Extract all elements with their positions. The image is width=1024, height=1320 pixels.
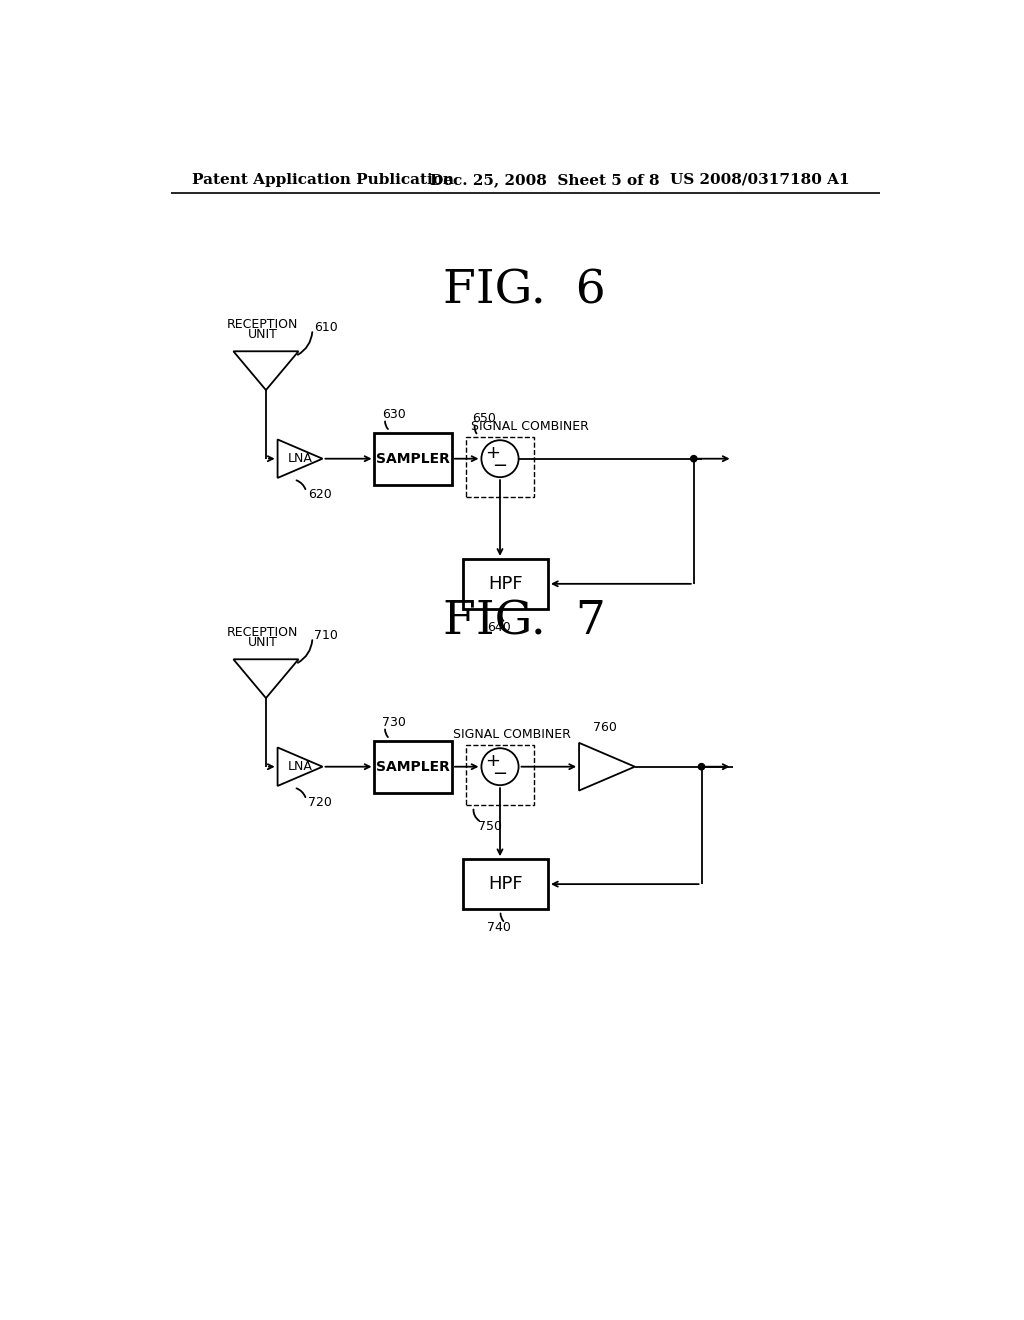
Polygon shape (233, 351, 299, 391)
Text: 750: 750 (478, 820, 503, 833)
Circle shape (690, 455, 697, 462)
Circle shape (481, 748, 518, 785)
Text: RECEPTION: RECEPTION (227, 626, 299, 639)
Text: SAMPLER: SAMPLER (376, 451, 451, 466)
Polygon shape (579, 743, 635, 791)
Text: UNIT: UNIT (248, 329, 278, 342)
Text: 740: 740 (487, 921, 511, 935)
Text: −: − (493, 766, 508, 783)
Text: HPF: HPF (488, 875, 522, 894)
Polygon shape (233, 659, 299, 698)
Text: SIGNAL COMBINER: SIGNAL COMBINER (470, 420, 589, 433)
Bar (466, 744, 535, 805)
Text: US 2008/0317180 A1: US 2008/0317180 A1 (671, 173, 850, 187)
Text: UNIT: UNIT (248, 636, 278, 649)
Text: FIG.  6: FIG. 6 (443, 268, 606, 313)
Bar (466, 437, 535, 498)
Bar (463, 859, 548, 909)
Text: RECEPTION: RECEPTION (227, 318, 299, 331)
Text: SIGNAL COMBINER: SIGNAL COMBINER (454, 727, 571, 741)
Text: LNA: LNA (288, 760, 312, 774)
Bar (375, 433, 452, 484)
Text: +: + (484, 752, 500, 771)
Polygon shape (278, 440, 323, 478)
Text: 760: 760 (594, 721, 617, 734)
Text: Dec. 25, 2008  Sheet 5 of 8: Dec. 25, 2008 Sheet 5 of 8 (430, 173, 659, 187)
Text: LNA: LNA (288, 453, 312, 465)
Text: −: − (493, 458, 508, 475)
Circle shape (481, 441, 518, 478)
Text: FIG.  7: FIG. 7 (443, 599, 606, 644)
Bar (463, 558, 548, 609)
Bar (375, 741, 452, 793)
Text: 640: 640 (487, 620, 511, 634)
Text: Patent Application Publication: Patent Application Publication (191, 173, 454, 187)
Text: 730: 730 (382, 715, 407, 729)
Text: 650: 650 (472, 412, 496, 425)
Text: 710: 710 (314, 630, 338, 643)
Polygon shape (278, 747, 323, 785)
Text: +: + (484, 445, 500, 462)
Circle shape (697, 763, 706, 771)
Text: 720: 720 (308, 796, 332, 809)
Text: 610: 610 (314, 321, 338, 334)
Text: 630: 630 (382, 408, 406, 421)
Text: HPF: HPF (488, 574, 522, 593)
Text: 620: 620 (308, 488, 332, 502)
Text: SAMPLER: SAMPLER (376, 760, 451, 774)
